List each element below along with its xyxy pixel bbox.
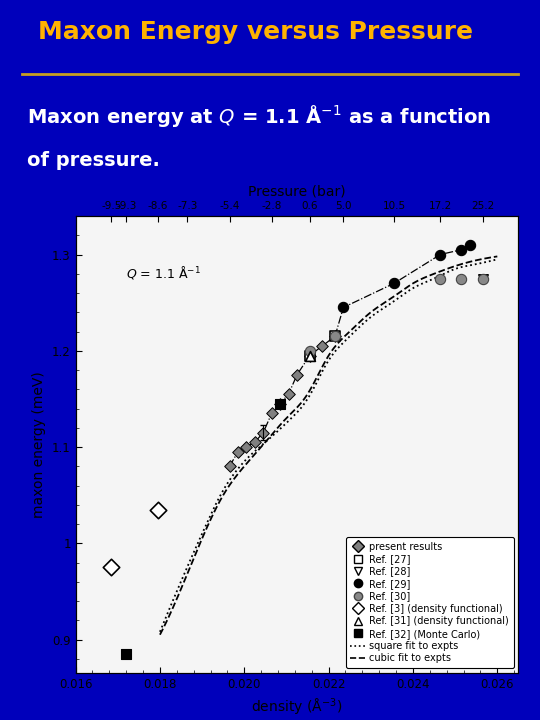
Ref. [30] bbox=[457, 273, 466, 284]
Ref. [31] (density functional) bbox=[305, 350, 314, 361]
Ref. [32] (Monte Carlo) bbox=[276, 398, 285, 410]
present results bbox=[276, 398, 285, 410]
present results bbox=[251, 436, 259, 448]
Ref. [30] bbox=[436, 273, 445, 284]
Ref. [29] bbox=[390, 278, 399, 289]
Text: of pressure.: of pressure. bbox=[27, 150, 160, 169]
Ref. [29] bbox=[465, 239, 474, 251]
X-axis label: density (Å$^{-3}$): density (Å$^{-3}$) bbox=[252, 697, 342, 718]
Ref. [30] bbox=[305, 345, 314, 356]
present results bbox=[305, 350, 314, 361]
Ref. [29] bbox=[457, 244, 466, 256]
present results bbox=[225, 461, 234, 472]
Legend: present results, Ref. [27], Ref. [28], Ref. [29], Ref. [30], Ref. [3] (density f: present results, Ref. [27], Ref. [28], R… bbox=[346, 536, 514, 668]
present results bbox=[293, 369, 301, 381]
present results bbox=[284, 388, 293, 400]
Y-axis label: maxon energy (meV): maxon energy (meV) bbox=[32, 372, 46, 518]
present results bbox=[318, 340, 327, 351]
Ref. [29] bbox=[436, 248, 445, 260]
Ref. [27] bbox=[330, 330, 339, 342]
Ref. [30] bbox=[478, 273, 487, 284]
Ref. [29] bbox=[339, 302, 348, 313]
present results bbox=[242, 441, 251, 453]
Ref. [3] (density functional) bbox=[153, 504, 162, 516]
Text: Maxon energy at $Q$ = 1.1 Å$^{-1}$ as a function: Maxon energy at $Q$ = 1.1 Å$^{-1}$ as a … bbox=[27, 102, 491, 129]
present results bbox=[259, 427, 268, 438]
Ref. [27] bbox=[305, 350, 314, 361]
Ref. [28] bbox=[478, 273, 487, 284]
X-axis label: Pressure (bar): Pressure (bar) bbox=[248, 184, 346, 199]
Ref. [3] (density functional) bbox=[107, 562, 116, 573]
present results bbox=[267, 408, 276, 419]
present results bbox=[234, 446, 242, 458]
present results bbox=[330, 330, 339, 342]
Text: $Q$ = 1.1 Å$^{-1}$: $Q$ = 1.1 Å$^{-1}$ bbox=[126, 264, 201, 281]
Text: Maxon Energy versus Pressure: Maxon Energy versus Pressure bbox=[38, 19, 473, 44]
Ref. [32] (Monte Carlo) bbox=[122, 648, 131, 660]
Ref. [30] bbox=[330, 330, 339, 342]
